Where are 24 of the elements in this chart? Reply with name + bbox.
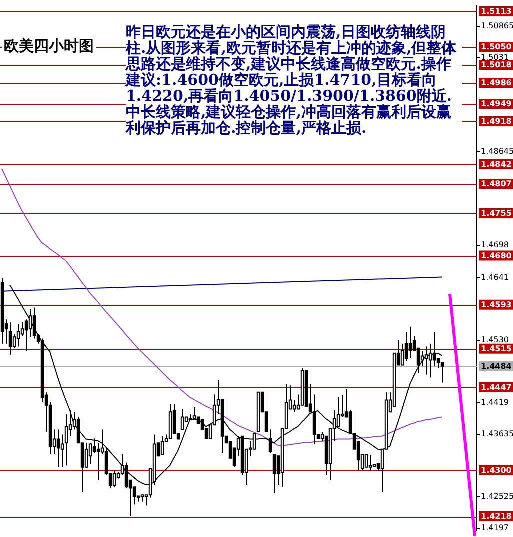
y-tick-label: 1.4419 (481, 398, 509, 408)
ref-line-label: 1.4447 (481, 382, 512, 392)
y-tick-label: 1.4197 (481, 523, 509, 532)
ref-line-label: 1.4484 (481, 362, 512, 371)
ref-line-label: 1.5113 (481, 7, 512, 16)
y-tick-label: 1.4641 (481, 272, 509, 282)
text: 欧美四小时图 (2, 36, 96, 57)
ref-line-label: 1.4300 (481, 466, 512, 475)
ref-line-label: 1.4842 (481, 160, 512, 169)
y-tick-label: 1.4530 (481, 336, 509, 345)
annotation: 昨日欧元还是在小的区间内震荡,日图收纺轴线阴柱.从图形来看,欧元暂时还是有上冲的迹象,但整体思路还是维持不变,建议中长线逢高做空欧元.操作建议:1.4600做空欧元,止损1.4710,目标看向1.4220,再看向1.4050/1.3900/1.3860附近.中长线策略,建议轻仓操作,冲高回落有赢利后设赢利保护后再加仓.控制仓量,严格止损. (126, 23, 462, 137)
ref-line-label: 1.5050 (481, 42, 512, 52)
ref-line-label: 1.4918 (481, 117, 512, 126)
ref-line-label: 1.4986 (481, 78, 512, 88)
ref-line-label: 1.4680 (481, 251, 512, 260)
ref-line-label: 1.4593 (481, 300, 512, 310)
y-tick-label: 1.4698 (481, 240, 509, 250)
ref-line-label: 1.4949 (481, 100, 512, 109)
ref-line-label: 1.4218 (481, 512, 512, 522)
ref-line-label: 1.4755 (481, 209, 512, 218)
y-tick-label: 1.5031 (481, 52, 509, 62)
ref-line-label: 1.4807 (481, 180, 512, 189)
ref-line-label: 1.5018 (481, 60, 512, 70)
ref-line-label: 1.4515 (481, 344, 512, 354)
